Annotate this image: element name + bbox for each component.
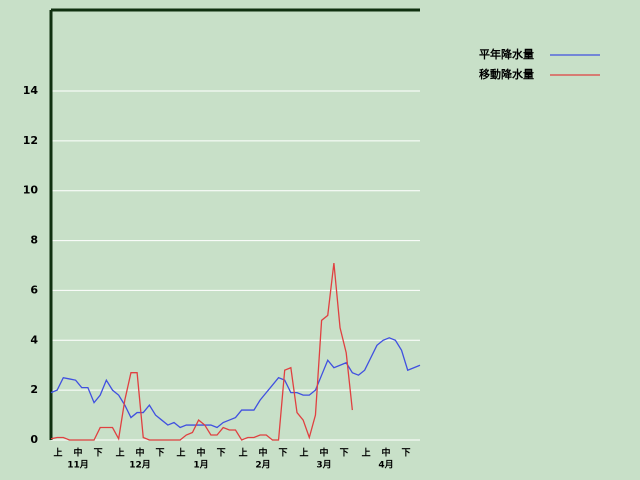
x-tick-label: 中 (320, 447, 329, 459)
y-tick-label: 8 (30, 234, 38, 247)
series-line (50, 262, 353, 441)
x-tick-label: 上 (176, 447, 185, 459)
x-tick-label: 下 (402, 448, 411, 459)
month-label: 2月 (255, 460, 270, 471)
month-label: 12月 (129, 460, 151, 471)
x-tick-label: 下 (156, 448, 165, 459)
month-label: 11月 (67, 460, 89, 471)
x-tick-label: 上 (116, 447, 125, 459)
y-tick-label: 6 (30, 283, 38, 296)
legend-label: 平年降水量 (479, 47, 534, 61)
y-tick-label: 4 (30, 333, 38, 346)
x-tick-label: 上 (362, 447, 371, 459)
x-tick-label: 中 (258, 447, 267, 459)
x-tick-label: 上 (53, 447, 62, 459)
legend-label: 移動降水量 (479, 67, 534, 81)
month-label: 1月 (193, 460, 208, 471)
x-tick-label: 中 (197, 447, 206, 459)
y-tick-label: 10 (23, 184, 39, 197)
y-tick-label: 12 (23, 134, 38, 147)
series-line (50, 337, 421, 429)
month-label: 4月 (378, 460, 393, 471)
x-tick-label: 下 (279, 448, 288, 459)
y-tick-label: 2 (30, 383, 38, 396)
y-tick-label: 14 (23, 84, 39, 97)
y-tick-label: 0 (30, 433, 38, 446)
x-tick-label: 下 (94, 448, 103, 459)
month-label: 3月 (316, 460, 331, 471)
x-tick-label: 上 (239, 447, 248, 459)
x-tick-label: 下 (217, 448, 226, 459)
x-tick-label: 中 (381, 447, 390, 459)
x-tick-label: 下 (340, 448, 349, 459)
x-tick-label: 上 (299, 447, 308, 459)
x-tick-label: 中 (135, 447, 144, 459)
x-tick-label: 中 (74, 447, 83, 459)
